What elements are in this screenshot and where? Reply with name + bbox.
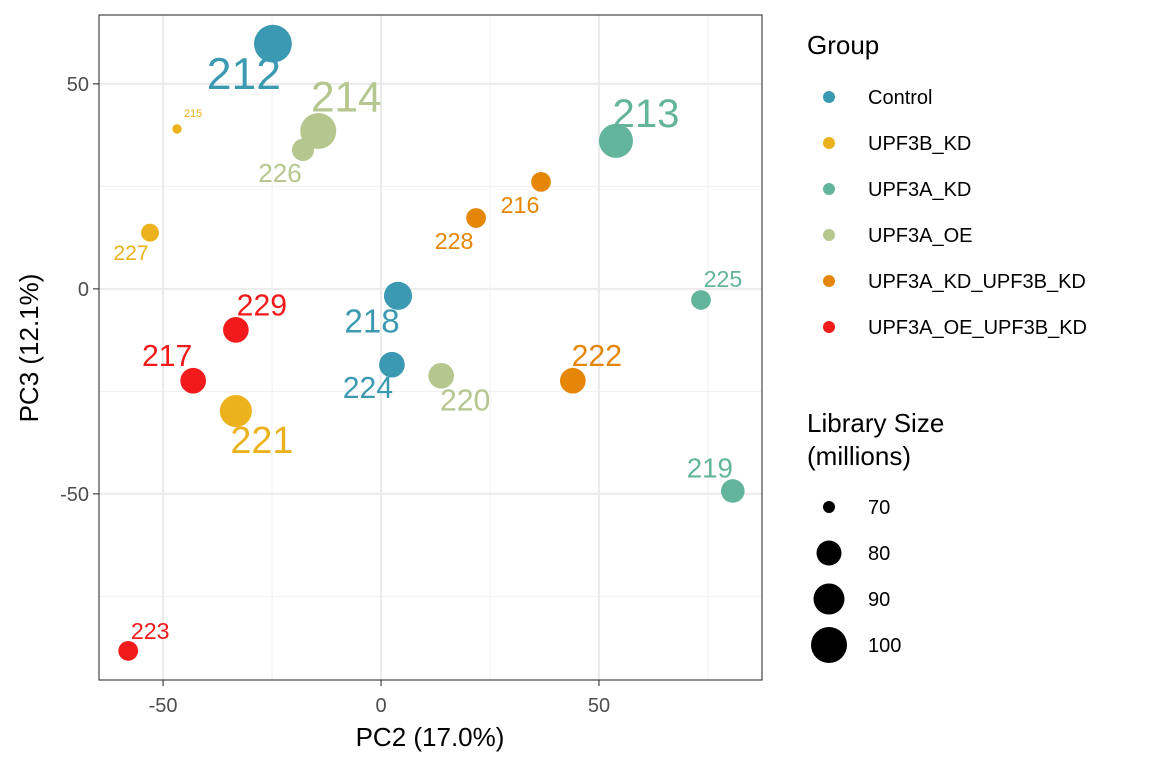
point-label-229: 229: [237, 289, 287, 322]
data-point-220: [428, 362, 455, 389]
point-label-228: 228: [435, 228, 474, 254]
data-point-223: [118, 641, 139, 661]
point-label-219: 219: [687, 452, 733, 483]
y-tick-label: -50: [60, 484, 89, 506]
legend-key-upf3a_kd_upf3b_kd: [823, 275, 835, 287]
legend-key-control: [823, 91, 835, 103]
color-legend-title: Group: [807, 30, 879, 60]
point-label-214: 214: [311, 74, 382, 121]
size-legend-key: [813, 583, 845, 615]
data-point-224: [379, 351, 405, 378]
legend-label: UPF3B_KD: [868, 133, 971, 155]
point-label-218: 218: [344, 303, 399, 340]
legend-key-upf3b_kd: [823, 137, 835, 149]
legend-key-upf3a_kd: [823, 183, 835, 195]
data-point-215: [172, 124, 182, 134]
point-label-220: 220: [440, 384, 490, 417]
data-point-226: [291, 138, 315, 161]
grid: [99, 15, 762, 680]
point-label-227: 227: [113, 242, 148, 265]
y-tick-label: 0: [78, 279, 89, 301]
legend-key-upf3a_oe: [823, 229, 835, 241]
legend: Group Control UPF3B_KD UPF3A_KD UPF3A_OE UPF…: [807, 30, 1087, 663]
x-tick-label: 50: [588, 695, 610, 717]
size-legend-title: Library Size: [807, 408, 944, 438]
point-label-213: 213: [613, 92, 680, 136]
point-label-212: 212: [207, 50, 281, 99]
legend-label: UPF3A_KD: [868, 179, 971, 201]
data-point-217: [180, 367, 206, 394]
legend-key-upf3a_oe_upf3b_kd: [823, 321, 835, 333]
data-point-218: [383, 281, 413, 310]
legend-label: UPF3A_OE_UPF3B_KD: [868, 317, 1087, 339]
point-label-216: 216: [501, 192, 540, 218]
size-legend-label: 80: [868, 543, 890, 565]
data-point-225: [691, 290, 711, 310]
data-point-222: [559, 367, 586, 394]
data-point-227: [141, 223, 159, 242]
legend-label: Control: [868, 87, 932, 109]
point-label-226: 226: [258, 158, 301, 188]
data-point-213: [598, 123, 634, 158]
plot-panel-border: [98, 14, 763, 681]
y-axis-title: PC3 (12.1%): [14, 274, 44, 423]
data-point-228: [466, 208, 486, 228]
point-label-225: 225: [704, 266, 743, 292]
size-legend-label: 70: [868, 497, 890, 519]
point-label-217: 217: [142, 340, 192, 373]
point-label-221: 221: [230, 419, 293, 461]
legend-label: UPF3A_OE: [868, 225, 972, 247]
size-legend-label: 90: [868, 589, 890, 611]
data-point-214: [300, 113, 337, 150]
data-point-229: [223, 317, 249, 343]
size-legend-title-line2: (millions): [807, 441, 911, 471]
points: [118, 24, 745, 661]
x-axis-title: PC2 (17.0%): [356, 722, 505, 752]
legend-label: UPF3A_KD_UPF3B_KD: [868, 271, 1086, 293]
size-legend-key: [816, 540, 842, 566]
size-legend-key: [823, 501, 835, 513]
y-tick-label: 50: [67, 74, 89, 96]
size-legend-label: 100: [868, 635, 901, 657]
point-label-223: 223: [131, 618, 170, 644]
point-labels: 212 213 214 215 226 227 216 228 225 218 229 217 224 2…: [113, 50, 742, 644]
point-label-215: 215: [184, 108, 202, 120]
data-point-212: [254, 24, 292, 63]
point-label-224: 224: [343, 372, 393, 405]
data-point-221: [219, 395, 252, 428]
data-point-216: [531, 171, 551, 192]
size-legend-key: [811, 627, 847, 663]
point-label-222: 222: [572, 340, 622, 373]
axes: -50 0 50 -50 0 50: [60, 74, 610, 717]
x-tick-label: 0: [375, 695, 386, 717]
x-tick-label: -50: [149, 695, 178, 717]
data-point-219: [720, 479, 745, 503]
plot-panel-background: [99, 15, 762, 680]
